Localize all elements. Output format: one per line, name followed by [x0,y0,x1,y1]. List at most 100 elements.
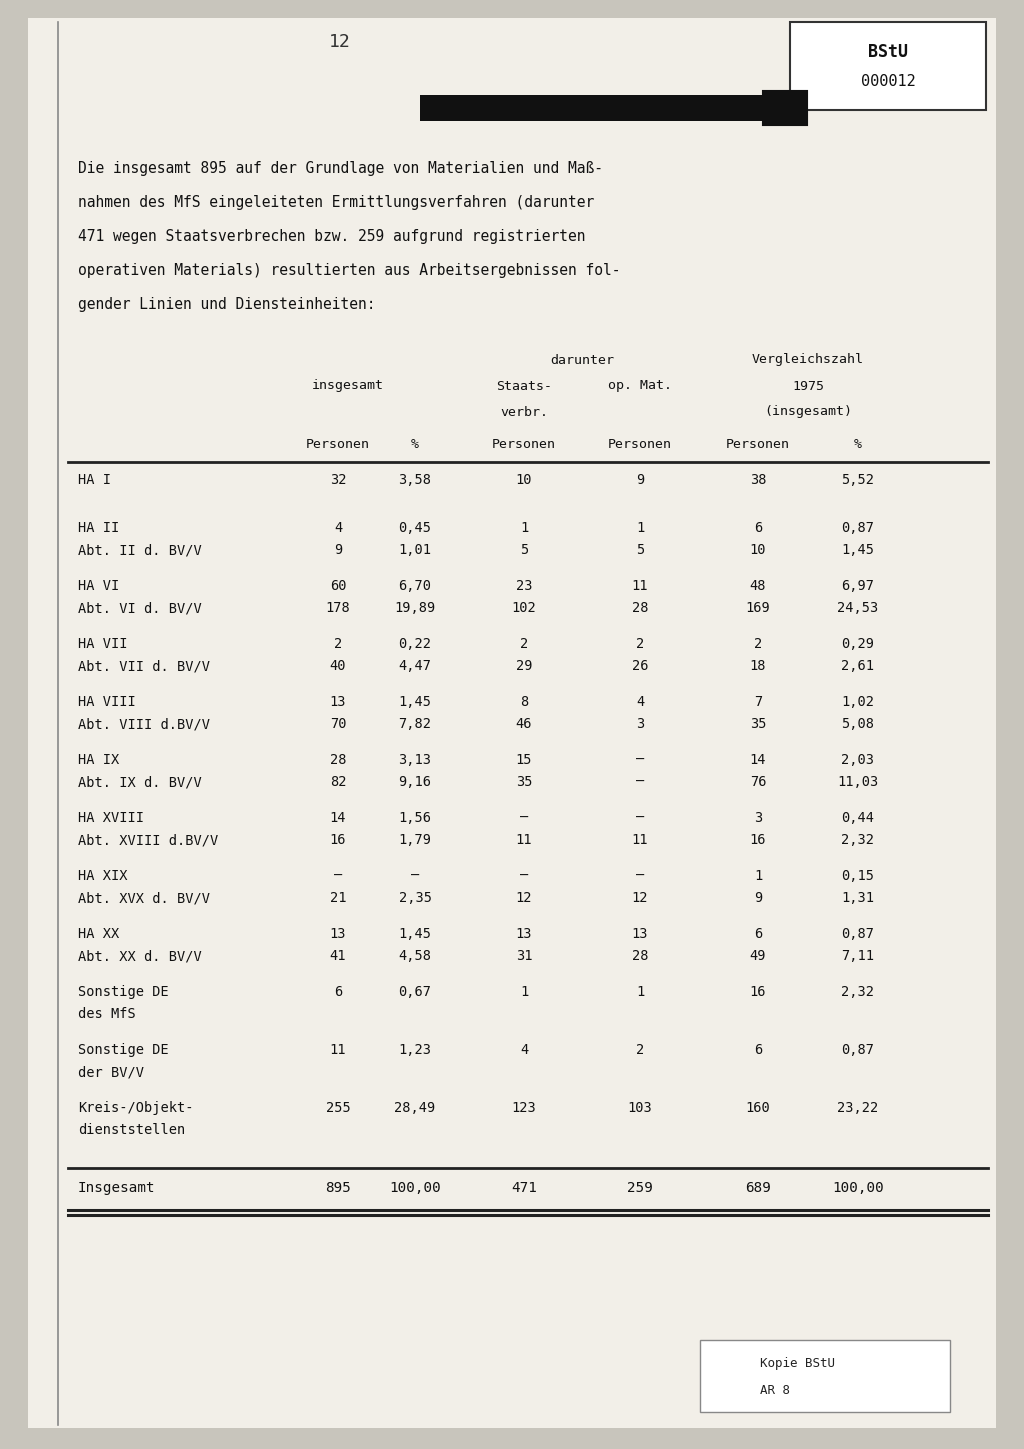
Text: 169: 169 [745,601,770,614]
Text: 4: 4 [334,522,342,535]
Text: 11: 11 [632,580,648,593]
Text: verbr.: verbr. [500,406,548,419]
Text: operativen Materials) resultierten aus Arbeitsergebnissen fol-: operativen Materials) resultierten aus A… [78,262,621,278]
Text: 14: 14 [330,811,346,824]
Text: 1: 1 [754,869,762,882]
Text: 1975: 1975 [792,380,824,393]
Text: 18: 18 [750,659,766,672]
Text: 5,08: 5,08 [842,717,874,730]
Text: 0,67: 0,67 [398,985,431,998]
Text: 0,22: 0,22 [398,638,431,651]
Text: –: – [520,811,528,824]
Text: –: – [334,869,342,882]
Text: op. Mat.: op. Mat. [608,380,672,393]
Text: 0,87: 0,87 [842,1043,874,1056]
Text: 12: 12 [516,891,532,906]
Text: 14: 14 [750,753,766,767]
Text: 1: 1 [520,985,528,998]
Text: 1,45: 1,45 [842,543,874,556]
Text: 2,32: 2,32 [842,985,874,998]
Text: 7: 7 [754,696,762,709]
Text: Abt. VI d. BV/V: Abt. VI d. BV/V [78,601,202,614]
Text: 2,32: 2,32 [842,833,874,848]
Text: 46: 46 [516,717,532,730]
Text: 6: 6 [754,927,762,940]
Text: Personen: Personen [608,438,672,451]
Text: 7,11: 7,11 [842,949,874,964]
Bar [700,1340,950,1411]
Text: 4,47: 4,47 [398,659,431,672]
Text: HA VI: HA VI [78,580,119,593]
Text: 1,45: 1,45 [398,696,431,709]
Text: 0,87: 0,87 [842,522,874,535]
Text: gender Linien und Diensteinheiten:: gender Linien und Diensteinheiten: [78,297,376,312]
Text: 102: 102 [512,601,537,614]
Text: 1: 1 [636,985,644,998]
Text: 1: 1 [520,522,528,535]
Text: dienststellen: dienststellen [78,1123,185,1137]
Text: 471: 471 [511,1181,537,1195]
Text: 28: 28 [632,601,648,614]
Bar [790,22,986,110]
Text: 100,00: 100,00 [389,1181,441,1195]
Text: des MfS: des MfS [78,1007,136,1022]
Text: (insgesamt): (insgesamt) [764,406,852,419]
Text: 259: 259 [627,1181,653,1195]
Text: Die insgesamt 895 auf der Grundlage von Materialien und Maß-: Die insgesamt 895 auf der Grundlage von … [78,161,603,175]
Text: 0,29: 0,29 [842,638,874,651]
Text: 2,61: 2,61 [842,659,874,672]
Text: 9: 9 [334,543,342,556]
Text: Sonstige DE: Sonstige DE [78,1043,169,1056]
Text: HA VIII: HA VIII [78,696,136,709]
Text: 11,03: 11,03 [838,775,879,790]
Text: 5,52: 5,52 [842,472,874,487]
Text: Insgesamt: Insgesamt [78,1181,156,1195]
Text: HA I: HA I [78,472,111,487]
Text: 9,16: 9,16 [398,775,431,790]
Text: 6: 6 [334,985,342,998]
Text: Sonstige DE: Sonstige DE [78,985,169,998]
Text: 26: 26 [632,659,648,672]
Text: 895: 895 [325,1181,351,1195]
Text: 10: 10 [516,472,532,487]
Text: 0,45: 0,45 [398,522,431,535]
Text: HA XX: HA XX [78,927,119,940]
Text: 60: 60 [330,580,346,593]
Text: Kreis-/Objekt-: Kreis-/Objekt- [78,1101,194,1114]
Text: 0,44: 0,44 [842,811,874,824]
Text: 1,79: 1,79 [398,833,431,848]
Text: 160: 160 [745,1101,770,1114]
Text: 7,82: 7,82 [398,717,431,730]
Text: HA XIX: HA XIX [78,869,128,882]
Text: Personen: Personen [726,438,790,451]
Text: 16: 16 [330,833,346,848]
Text: 1,01: 1,01 [398,543,431,556]
Text: 13: 13 [516,927,532,940]
Text: 23: 23 [516,580,532,593]
Text: 19,89: 19,89 [394,601,435,614]
Text: HA IX: HA IX [78,753,119,767]
Text: 13: 13 [632,927,648,940]
Text: –: – [636,869,644,882]
Text: 23,22: 23,22 [838,1101,879,1114]
Text: 28: 28 [632,949,648,964]
Text: –: – [520,869,528,882]
Text: 48: 48 [750,580,766,593]
Text: 11: 11 [516,833,532,848]
Text: insgesamt: insgesamt [312,380,384,393]
Text: Vergleichszahl: Vergleichszahl [752,354,864,367]
Text: 6: 6 [754,1043,762,1056]
Text: 2: 2 [520,638,528,651]
Text: 12: 12 [632,891,648,906]
Text: 10: 10 [750,543,766,556]
Text: HA XVIII: HA XVIII [78,811,144,824]
Text: 15: 15 [516,753,532,767]
Text: 6,97: 6,97 [842,580,874,593]
Text: nahmen des MfS eingeleiteten Ermittlungsverfahren (darunter: nahmen des MfS eingeleiteten Ermittlungs… [78,194,594,210]
Text: 4: 4 [636,696,644,709]
Text: Kopie BStU: Kopie BStU [760,1358,835,1371]
Text: –: – [636,775,644,790]
Text: %: % [854,438,862,451]
Text: 8: 8 [520,696,528,709]
Text: 28,49: 28,49 [394,1101,435,1114]
